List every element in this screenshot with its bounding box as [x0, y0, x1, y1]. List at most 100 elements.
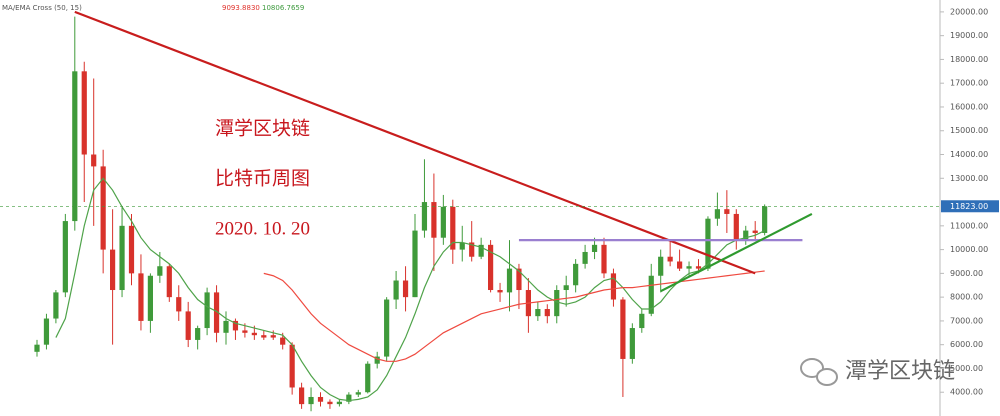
candle-body [176, 297, 182, 312]
y-tick-label: 11000.00 [950, 221, 988, 230]
trend-line [660, 212, 813, 293]
candle-body [355, 392, 361, 395]
candle-body [289, 344, 295, 388]
candle-body [185, 311, 191, 340]
candle-body [393, 280, 399, 300]
candle-body [317, 396, 324, 402]
y-tick-label: 4000.00 [950, 388, 983, 397]
indicator-name: MA/EMA Cross (50, 15) [2, 4, 82, 12]
candle-body [705, 218, 711, 269]
candle-body [450, 206, 456, 250]
y-tick-label: 18000.00 [950, 55, 988, 64]
candle-body [752, 230, 758, 233]
candle-body [743, 230, 749, 241]
candle-body [119, 225, 125, 291]
candle-body [62, 221, 68, 293]
y-tick-label: 13000.00 [950, 174, 988, 183]
candle-body [128, 225, 135, 274]
y-tick-label: 16000.00 [950, 102, 988, 111]
candle-body [658, 256, 664, 276]
candle-body [563, 285, 569, 291]
candle-body [620, 299, 626, 359]
candle-body [280, 337, 286, 345]
candle-body [639, 313, 645, 329]
y-tick-label: 17000.00 [950, 79, 988, 88]
candle-body [204, 292, 210, 329]
y-tick-label: 8000.00 [950, 293, 983, 302]
candle-body [43, 318, 50, 345]
candle-body [242, 330, 248, 333]
moving-average [55, 177, 765, 402]
candle-body [573, 263, 579, 286]
candle-body [648, 275, 654, 314]
candle-body [346, 394, 352, 402]
y-tick-label: 5000.00 [950, 364, 983, 373]
annotation: 潭学区块链 [215, 117, 310, 139]
candle-body [147, 275, 153, 321]
candle-body [582, 251, 588, 264]
candle-body [469, 242, 475, 257]
candle-body [261, 335, 267, 338]
candle-body [270, 335, 276, 338]
y-tick-label: 9000.00 [950, 269, 983, 278]
candle-body [223, 320, 229, 333]
candle-body [544, 309, 550, 317]
candle-body [506, 268, 513, 293]
candle-body [402, 280, 409, 298]
candle-body [554, 290, 560, 317]
candle-body [516, 268, 522, 291]
candle-body [327, 401, 333, 405]
candle-body [421, 202, 428, 231]
candle-body [762, 206, 768, 233]
y-tick-label: 10000.00 [950, 245, 988, 254]
candle-body [213, 292, 220, 333]
candle-body [667, 256, 673, 262]
candle-body [488, 244, 494, 291]
candle-body [601, 244, 607, 274]
candle-body [195, 328, 201, 340]
candle-body [686, 266, 692, 269]
candle-body [299, 387, 305, 405]
candle-body [34, 344, 40, 352]
watermark: 潭学区块链 [845, 359, 955, 384]
candle-body [336, 401, 342, 405]
candle-body [232, 320, 239, 331]
candle-body [412, 230, 418, 298]
candle-body [535, 309, 541, 317]
candle-body [610, 273, 617, 300]
candle-body [53, 292, 59, 319]
candle-body [81, 71, 87, 155]
y-tick-label: 14000.00 [950, 150, 988, 159]
candle-body [497, 290, 503, 293]
candle-body [72, 71, 78, 222]
watermark-icon [800, 358, 838, 386]
candle-body [440, 206, 446, 238]
candle-body [733, 213, 739, 241]
candle-body [166, 266, 172, 298]
candle-body [677, 261, 683, 269]
indicator-value: 10806.7659 [262, 4, 304, 12]
candle-body [157, 266, 163, 276]
candle-body [384, 299, 390, 357]
price-label: 11823.00 [950, 202, 988, 211]
candle-body [308, 396, 314, 405]
y-tick-label: 15000.00 [950, 126, 988, 135]
trend-line [74, 10, 756, 275]
candle-body [724, 209, 730, 214]
candle-body [714, 209, 720, 219]
y-tick-label: 6000.00 [950, 340, 983, 349]
candle-body [431, 202, 437, 238]
candle-body [251, 332, 257, 336]
y-tick-label: 7000.00 [950, 316, 983, 325]
candle-body [365, 363, 371, 393]
annotation: 2020. 10. 20 [215, 218, 310, 239]
indicator-value: 9093.8830 [222, 4, 260, 12]
y-tick-label: 20000.00 [950, 7, 988, 16]
candle-body [591, 244, 598, 252]
candle-body [100, 166, 106, 250]
candle-body [629, 328, 635, 359]
candle-body [478, 244, 484, 257]
candle-body [374, 356, 380, 364]
